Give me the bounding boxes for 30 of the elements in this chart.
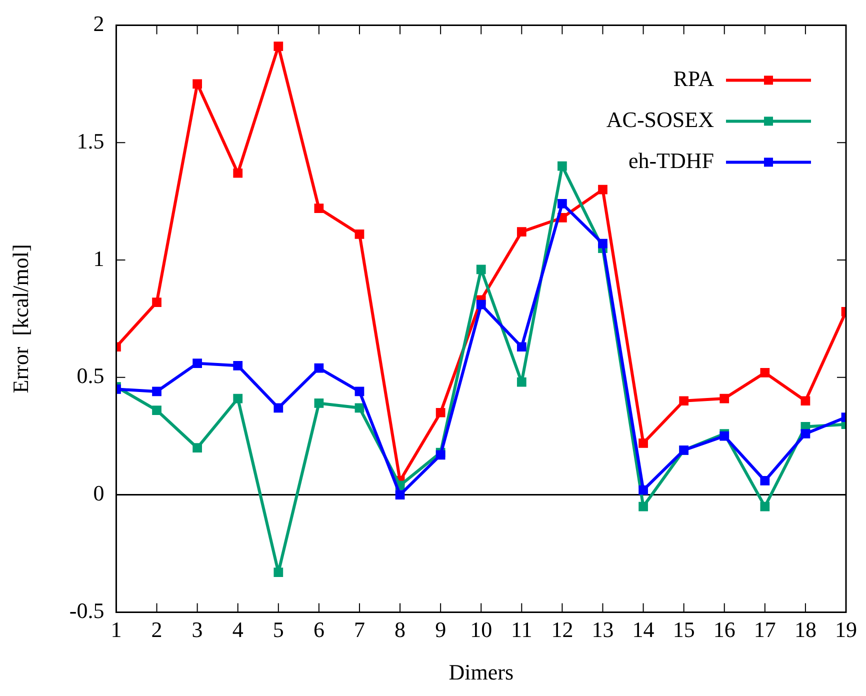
- x-tick-label: 2: [151, 617, 162, 642]
- x-tick-label: 17: [754, 617, 776, 642]
- y-tick-label: 1.5: [76, 128, 104, 154]
- x-tick-label: 1: [110, 617, 122, 642]
- x-tick-label: 19: [835, 617, 857, 642]
- x-tick-label: 8: [394, 617, 406, 642]
- y-tick-label: 0: [93, 480, 104, 506]
- x-tick-label: 16: [713, 617, 736, 642]
- x-tick-label: 3: [192, 617, 203, 642]
- x-tick-label: 7: [354, 617, 365, 642]
- x-tick-label: 12: [551, 617, 574, 642]
- legend-label: RPA: [673, 66, 714, 91]
- legend-label: AC-SOSEX: [606, 106, 714, 132]
- x-tick-label: 5: [272, 617, 284, 642]
- y-tick-label: 1: [93, 246, 104, 271]
- x-tick-label: 14: [632, 617, 654, 642]
- x-tick-label: 9: [435, 617, 446, 642]
- x-tick-label: 18: [794, 617, 816, 642]
- y-tick-label: 2: [93, 10, 104, 36]
- y-axis-title: Error [kcal/mol]: [8, 244, 33, 394]
- y-tick-label: 0.5: [76, 363, 104, 388]
- x-tick-label: 11: [511, 617, 532, 642]
- x-tick-label: 6: [313, 617, 324, 642]
- x-axis-title: Dimers: [448, 660, 514, 685]
- x-tick-label: 13: [592, 617, 614, 642]
- x-tick-label: 4: [232, 617, 244, 642]
- x-tick-label: 15: [672, 617, 695, 642]
- legend-label: eh-TDHF: [628, 148, 714, 173]
- y-tick-label: -0.5: [69, 598, 104, 623]
- x-tick-label: 10: [470, 617, 492, 642]
